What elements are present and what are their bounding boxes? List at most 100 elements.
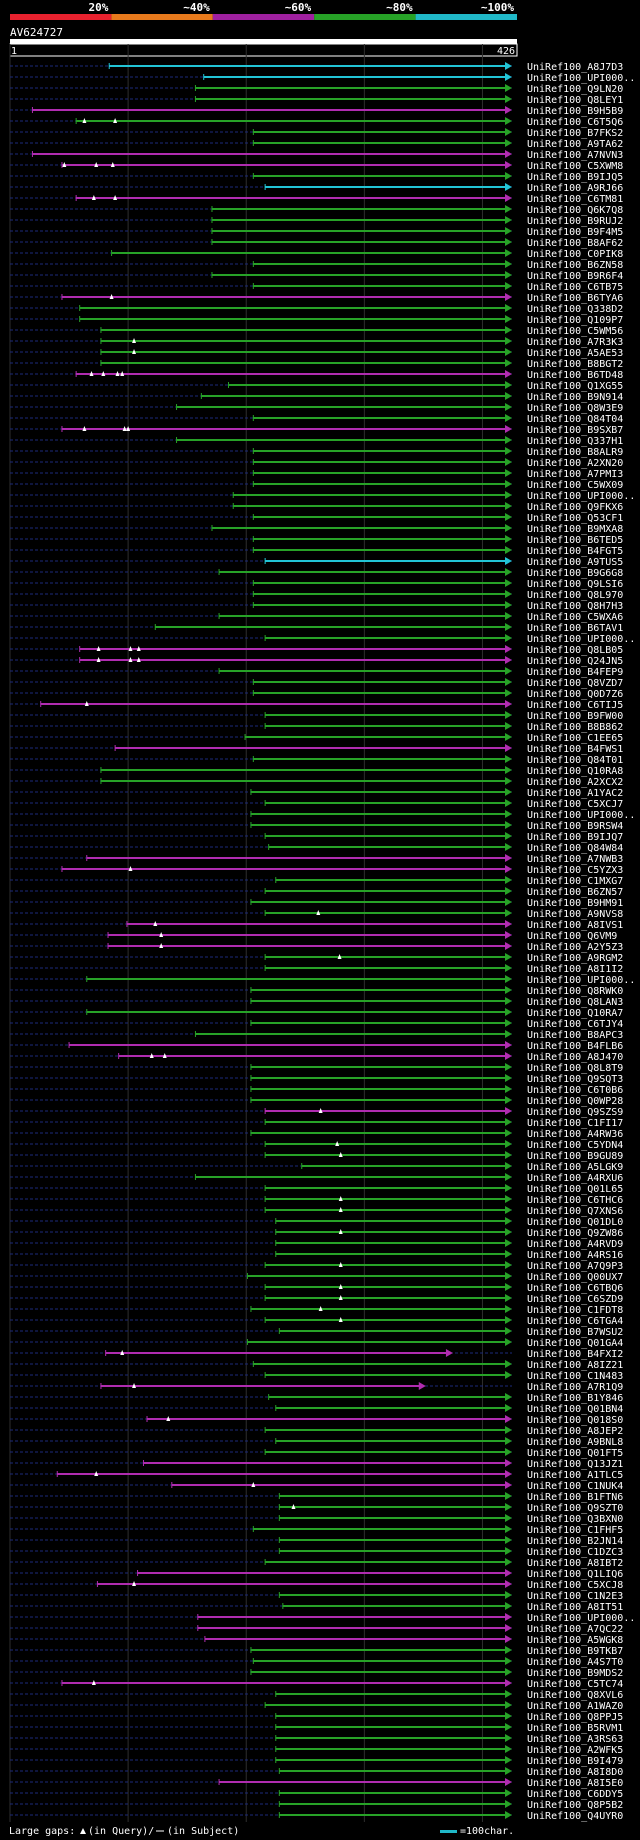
hit-label[interactable]: UniRef100_Q1LIQ6 <box>527 1569 623 1580</box>
hit-label[interactable]: UniRef100_B4FWS1 <box>527 744 623 755</box>
hit-row[interactable]: UniRef100_C1N2E3 <box>10 1591 623 1602</box>
hit-row[interactable]: UniRef100_Q338D2 <box>10 304 623 315</box>
hit-label[interactable]: UniRef100_C6TBQ6 <box>527 1283 623 1294</box>
hit-row[interactable]: UniRef100_A1WAZ0 <box>10 1701 623 1712</box>
hit-row[interactable]: UniRef100_UPI000.. <box>10 491 635 502</box>
hit-label[interactable]: UniRef100_A2XN20 <box>527 458 623 469</box>
hit-row[interactable]: UniRef100_B6TD48 <box>10 370 623 381</box>
hit-row[interactable]: UniRef100_A9TUS5 <box>10 557 623 568</box>
hit-label[interactable]: UniRef100_B5RVM1 <box>527 1723 623 1734</box>
hit-label[interactable]: UniRef100_B9MXA8 <box>527 524 623 535</box>
hit-row[interactable]: UniRef100_Q8P5B2 <box>10 1800 623 1811</box>
hit-row[interactable]: UniRef100_A9TA62 <box>10 139 623 150</box>
hit-row[interactable]: UniRef100_B4FXI2 <box>10 1349 623 1360</box>
hit-label[interactable]: UniRef100_UPI000.. <box>527 1613 635 1624</box>
hit-label[interactable]: UniRef100_Q337H1 <box>527 436 623 447</box>
hit-label[interactable]: UniRef100_B9H5B9 <box>527 106 623 117</box>
hit-row[interactable]: UniRef100_B8B862 <box>10 722 623 733</box>
hit-label[interactable]: UniRef100_B9TKB7 <box>527 1646 623 1657</box>
hit-row[interactable]: UniRef100_Q109P7 <box>10 315 623 326</box>
hit-label[interactable]: UniRef100_A7NWB3 <box>527 854 623 865</box>
hit-row[interactable]: UniRef100_A5WGK8 <box>10 1635 623 1646</box>
hit-label[interactable]: UniRef100_Q01GA4 <box>527 1338 623 1349</box>
hit-label[interactable]: UniRef100_B8ALR9 <box>527 447 623 458</box>
hit-row[interactable]: UniRef100_C0PIK8 <box>10 249 623 260</box>
hit-label[interactable]: UniRef100_C1MXG7 <box>527 876 623 887</box>
hit-row[interactable]: UniRef100_C6TIJ5 <box>10 700 623 711</box>
hit-row[interactable]: UniRef100_A7PMI3 <box>10 469 623 480</box>
hit-row[interactable]: UniRef100_Q9SQT3 <box>10 1074 623 1085</box>
hit-row[interactable]: UniRef100_Q13JZ1 <box>10 1459 623 1470</box>
hit-row[interactable]: UniRef100_A4RW36 <box>10 1129 623 1140</box>
hit-row[interactable]: UniRef100_B4FGT5 <box>10 546 623 557</box>
hit-label[interactable]: UniRef100_C1N483 <box>527 1371 623 1382</box>
hit-row[interactable]: UniRef100_Q84T01 <box>10 755 623 766</box>
hit-row[interactable]: UniRef100_B6TAV1 <box>10 623 623 634</box>
hit-row[interactable]: UniRef100_C1FI17 <box>10 1118 623 1129</box>
hit-row[interactable]: UniRef100_C6TGA4 <box>10 1316 623 1327</box>
hit-label[interactable]: UniRef100_C5YDN4 <box>527 1140 623 1151</box>
hit-label[interactable]: UniRef100_Q1XG55 <box>527 381 623 392</box>
hit-label[interactable]: UniRef100_C6TGA4 <box>527 1316 623 1327</box>
hit-row[interactable]: UniRef100_Q53CF1 <box>10 513 623 524</box>
hit-label[interactable]: UniRef100_C5TC74 <box>527 1679 623 1690</box>
hit-row[interactable]: UniRef100_C5YZX3 <box>10 865 623 876</box>
hit-label[interactable]: UniRef100_A9TUS5 <box>527 557 623 568</box>
hit-label[interactable]: UniRef100_B9I479 <box>527 1756 623 1767</box>
hit-label[interactable]: UniRef100_C6TM81 <box>527 194 623 205</box>
hit-row[interactable]: UniRef100_UPI000.. <box>10 810 635 821</box>
hit-row[interactable]: UniRef100_B9MDS2 <box>10 1668 623 1679</box>
hit-row[interactable]: UniRef100_Q8XVL6 <box>10 1690 623 1701</box>
hit-label[interactable]: UniRef100_B9IJQ5 <box>527 172 623 183</box>
hit-row[interactable]: UniRef100_A2Y5Z3 <box>10 942 623 953</box>
hit-label[interactable]: UniRef100_A8IT51 <box>527 1602 623 1613</box>
hit-row[interactable]: UniRef100_Q24JN5 <box>10 656 623 667</box>
hit-label[interactable]: UniRef100_UPI000.. <box>527 975 635 986</box>
hit-label[interactable]: UniRef100_Q8H7H3 <box>527 601 623 612</box>
hit-label[interactable]: UniRef100_Q9SZT0 <box>527 1503 623 1514</box>
hit-row[interactable]: UniRef100_Q01DL0 <box>10 1217 623 1228</box>
hit-label[interactable]: UniRef100_B4FLB6 <box>527 1041 623 1052</box>
hit-row[interactable]: UniRef100_B6TED5 <box>10 535 623 546</box>
hit-label[interactable]: UniRef100_B9G6G8 <box>527 568 623 579</box>
hit-row[interactable]: UniRef100_C6THC6 <box>10 1195 623 1206</box>
hit-label[interactable]: UniRef100_Q4UYR0 <box>527 1811 623 1822</box>
hit-row[interactable]: UniRef100_A4RS16 <box>10 1250 623 1261</box>
hit-label[interactable]: UniRef100_Q7XNS6 <box>527 1206 623 1217</box>
hit-label[interactable]: UniRef100_Q9FKX6 <box>527 502 623 513</box>
hit-label[interactable]: UniRef100_A2WFK5 <box>527 1745 623 1756</box>
hit-label[interactable]: UniRef100_A8JEP2 <box>527 1426 623 1437</box>
hit-row[interactable]: UniRef100_Q8PPJ5 <box>10 1712 623 1723</box>
hit-label[interactable]: UniRef100_C5WXA6 <box>527 612 623 623</box>
hit-label[interactable]: UniRef100_B6TED5 <box>527 535 623 546</box>
hit-label[interactable]: UniRef100_C1NUK4 <box>527 1481 623 1492</box>
hit-label[interactable]: UniRef100_Q84W84 <box>527 843 623 854</box>
hit-label[interactable]: UniRef100_A8I8D0 <box>527 1767 623 1778</box>
hit-label[interactable]: UniRef100_B9MDS2 <box>527 1668 623 1679</box>
hit-row[interactable]: UniRef100_Q10RA7 <box>10 1008 623 1019</box>
hit-row[interactable]: UniRef100_A7NVN3 <box>10 150 623 161</box>
hit-label[interactable]: UniRef100_C6TJY4 <box>527 1019 623 1030</box>
hit-row[interactable]: UniRef100_Q9LN20 <box>10 84 623 95</box>
hit-label[interactable]: UniRef100_UPI000.. <box>527 491 635 502</box>
hit-label[interactable]: UniRef100_C5YZX3 <box>527 865 623 876</box>
hit-label[interactable]: UniRef100_B1Y846 <box>527 1393 623 1404</box>
hit-row[interactable]: UniRef100_Q10RA8 <box>10 766 623 777</box>
hit-label[interactable]: UniRef100_C1EE65 <box>527 733 623 744</box>
hit-label[interactable]: UniRef100_UPI000.. <box>527 73 635 84</box>
hit-row[interactable]: UniRef100_A4RVD9 <box>10 1239 623 1250</box>
hit-row[interactable]: UniRef100_A8J7D3 <box>10 62 623 73</box>
hit-label[interactable]: UniRef100_A8J7D3 <box>527 62 623 73</box>
hit-row[interactable]: UniRef100_A9RJ66 <box>10 183 623 194</box>
hit-row[interactable]: UniRef100_Q3BXN0 <box>10 1514 623 1525</box>
hit-row[interactable]: UniRef100_Q01FT5 <box>10 1448 623 1459</box>
hit-row[interactable]: UniRef100_Q8LB05 <box>10 645 623 656</box>
hit-label[interactable]: UniRef100_Q8LEY1 <box>527 95 623 106</box>
hit-row[interactable]: UniRef100_Q6K7Q8 <box>10 205 623 216</box>
hit-row[interactable]: UniRef100_UPI000.. <box>10 634 635 645</box>
hit-row[interactable]: UniRef100_Q9SZT0 <box>10 1503 623 1514</box>
hit-label[interactable]: UniRef100_Q8P5B2 <box>527 1800 623 1811</box>
hit-row[interactable]: UniRef100_A7R3K3 <box>10 337 623 348</box>
hit-label[interactable]: UniRef100_C6TIJ5 <box>527 700 623 711</box>
hit-label[interactable]: UniRef100_Q6VM9 <box>527 931 617 942</box>
